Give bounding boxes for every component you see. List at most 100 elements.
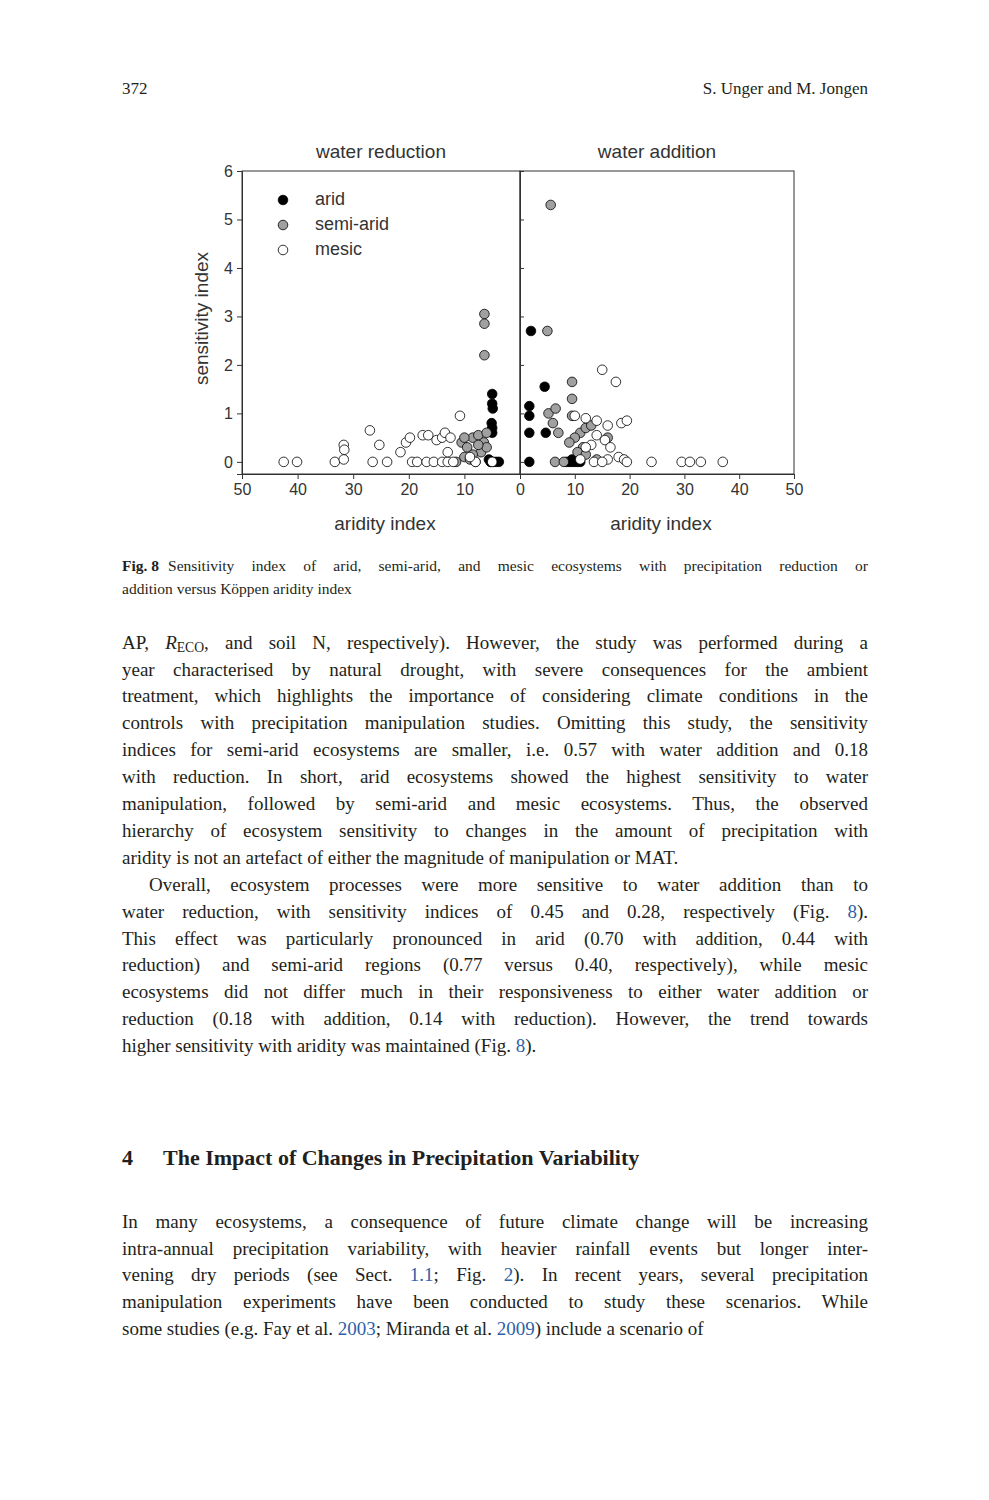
text-run: In many ecosystems, a consequence of fut… [122,1211,868,1232]
data-point [548,418,558,428]
link: 8 [516,1035,526,1056]
text-run: manipulation, followed by semi-arid and … [122,793,868,814]
text-run: reduction) and semi-arid regions (0.77 v… [122,954,868,975]
x-tick: 20 [400,474,418,498]
y-tick [520,365,524,366]
data-point [559,457,569,467]
text-line: Overall, ecosystem processes were more s… [149,874,868,897]
data-point [546,200,556,210]
data-point [597,365,607,375]
text-line: vening dry periods (see Sect. 1.1; Fig. … [122,1264,868,1287]
legend-marker [278,245,288,255]
text-run: ). In recent years, several precipitatio… [513,1264,868,1285]
text-run: higher sensitivity with aridity was main… [122,1035,516,1056]
text-line: indices for semi-arid ecosystems are sma… [122,739,868,762]
legend-label: mesic [315,239,362,259]
data-point [488,404,498,414]
text-run: reduction (0.18 with addition, 0.14 with… [122,1008,868,1029]
legend-marker [278,220,288,230]
text-line: ecosystems did not differ much in their … [122,981,868,1004]
series [279,411,497,467]
text-run: ecosystems did not differ much in their … [122,981,868,1002]
x-tick-mark [575,474,576,479]
text-run: with reduction. In short, arid ecosystem… [122,766,868,787]
y-tick-mark [520,219,524,220]
text-line: reduction) and semi-arid regions (0.77 v… [122,954,868,977]
panel-title: water addition [597,141,716,162]
text-line: controls with precipitation manipulation… [122,712,868,735]
data-point [581,443,591,453]
x-tick-mark [464,474,465,479]
data-point [606,443,616,453]
page: 372S. Unger and M. JongenFig. 8Sensitivi… [0,0,989,1500]
text-line: year characterised by natural drought, w… [122,659,868,682]
data-point [279,457,289,467]
data-point [550,457,560,467]
data-point [339,455,349,465]
data-point [412,457,422,467]
data-point [443,447,453,457]
legend: arid semi-arid mesic [278,189,389,259]
text-run: manipulation experiments have been condu… [122,1291,868,1312]
y-tick: 3 [224,308,242,325]
x-axis: 50403020100 [234,474,525,498]
data-point [487,389,497,399]
x-tick-mark [630,474,631,479]
text-run: intra-annual precipitation variability, … [122,1238,868,1259]
y-tick-mark [520,316,524,317]
data-point [718,457,728,467]
x-tick-label: 20 [400,481,418,498]
text-run: indices for semi-arid ecosystems are sma… [122,739,868,760]
data-point [565,438,575,448]
x-tick: 50 [234,474,252,498]
y-tick [520,462,524,463]
text-line: manipulation, followed by semi-arid and … [122,793,868,816]
data-point [525,401,535,411]
data-point [570,411,580,421]
x-tick: 50 [786,474,804,498]
x-tick-mark [298,474,299,479]
x-tick-label: 10 [566,481,584,498]
data-point [543,326,553,336]
data-point [480,350,490,360]
x-tick: 40 [289,474,307,498]
legend-label: arid [315,189,345,209]
y-axis-title: sensitivity index [191,251,212,385]
points [279,309,504,466]
text-run: treatment, which highlights the importan… [122,685,868,706]
data-point [567,377,577,387]
data-point [455,411,465,421]
x-tick: 40 [731,474,749,498]
text-line: This effect was particularly pronounced … [122,928,868,951]
data-point [575,455,585,465]
data-point [482,428,492,438]
text-run: This effect was particularly pronounced … [122,928,868,949]
y-tick-label: 4 [224,260,233,277]
text-line: aridity is not an artefact of either the… [122,847,678,870]
data-point [611,377,621,387]
panel: 1020304050water additionaridity index [520,141,804,534]
section-number: 4 [122,1145,133,1171]
legend-label: semi-arid [315,214,389,234]
x-tick-label: 50 [234,481,252,498]
x-tick-label: 30 [676,481,694,498]
text-line: higher sensitivity with aridity was main… [122,1035,536,1058]
data-point [465,452,475,462]
y-tick-mark [520,365,524,366]
text-run: addition versus Köppen aridity index [122,580,352,597]
data-point [551,404,561,414]
text-run: ) include a scenario of [535,1318,704,1339]
caption-label: Fig. 8 [122,557,159,576]
x-tick-mark [794,474,795,479]
data-point [622,416,632,426]
text-run: R [165,632,177,653]
text-run: hierarchy of ecosystem sensitivity to ch… [122,820,868,841]
text-run: ; Fig. [434,1264,504,1285]
data-point [396,447,406,457]
data-point [480,319,490,329]
text-line: treatment, which highlights the importan… [122,685,868,708]
x-tick: 30 [676,474,694,498]
x-tick-mark [739,474,740,479]
x-tick-mark [684,474,685,479]
data-point [474,440,484,450]
